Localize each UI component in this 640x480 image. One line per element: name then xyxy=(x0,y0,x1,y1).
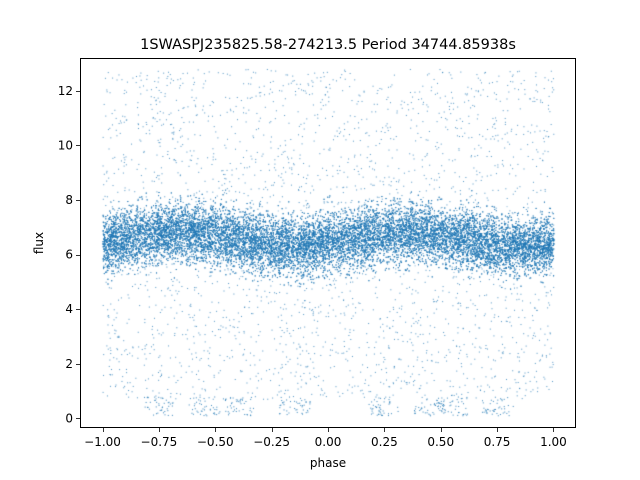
x-tick-label: 1.00 xyxy=(540,435,567,449)
scatter-points-layer xyxy=(80,58,576,428)
chart-title: 1SWASPJ235825.58-274213.5 Period 34744.8… xyxy=(140,37,516,53)
x-tick-label: −0.75 xyxy=(141,435,178,449)
axes-frame xyxy=(80,58,576,428)
y-tick-label: 10 xyxy=(58,138,73,152)
y-tick-label: 6 xyxy=(65,248,73,262)
scatter-points xyxy=(80,58,576,428)
y-axis: 0 2 4 6 8 10 12 xyxy=(58,84,80,425)
y-tick-label: 8 xyxy=(65,193,73,207)
x-tick-label: −0.25 xyxy=(253,435,290,449)
x-tick-label: 0.75 xyxy=(484,435,511,449)
x-tick-label: −0.50 xyxy=(197,435,234,449)
y-tick-label: 4 xyxy=(65,302,73,316)
x-axis-label: phase xyxy=(310,456,346,470)
x-tick-label: 0.50 xyxy=(427,435,454,449)
y-tick-label: 0 xyxy=(65,411,73,425)
y-axis-label: flux xyxy=(32,232,46,254)
x-tick-label: 0.25 xyxy=(371,435,398,449)
x-tick-label: −1.00 xyxy=(84,435,121,449)
y-tick-label: 2 xyxy=(65,357,73,371)
x-tick-label: 0.00 xyxy=(315,435,342,449)
x-axis: −1.00 −0.75 −0.50 −0.25 0.00 0.25 0.50 0.75 1.00 xyxy=(84,428,567,449)
y-tick-label: 12 xyxy=(58,84,73,98)
